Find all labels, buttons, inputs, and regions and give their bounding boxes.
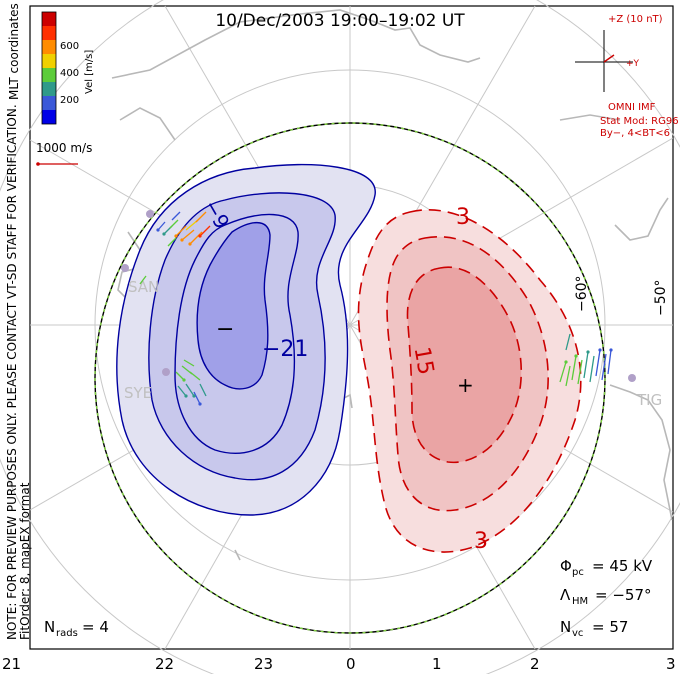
reference-vector-label: 1000 m/s <box>36 141 92 155</box>
radar-label-tig: TIG <box>636 391 662 409</box>
svg-text:vc: vc <box>572 628 583 639</box>
coordinate-system-label: MLT coordinates <box>7 3 21 100</box>
contour-label-pos-15: 15 <box>409 345 438 377</box>
radar-count: N rads = 4 <box>44 618 109 639</box>
vector-cluster-tig <box>559 333 613 387</box>
radar-site-dot <box>162 368 170 376</box>
mlt-tick-23: 23 <box>254 655 273 673</box>
latitude-label-60: −60° <box>574 275 590 312</box>
reference-vector-origin <box>36 162 40 166</box>
velocity-vectors <box>139 211 613 406</box>
vector-cluster-san <box>139 211 211 285</box>
svg-text:pc: pc <box>572 567 584 578</box>
svg-text:N: N <box>560 618 571 636</box>
potential-min-marker: − <box>216 317 234 342</box>
coastlines <box>111 9 673 561</box>
radar-site-dot <box>146 210 154 218</box>
radar-site-dot <box>628 374 636 382</box>
latitude-label-50: −50° <box>653 279 669 316</box>
svg-text:Φ: Φ <box>560 557 572 575</box>
imf-y-axis-label: +Y <box>626 59 640 69</box>
stat-model-bin-label: By−, 4<BT<6 <box>600 128 670 139</box>
stat-model-label: Stat Mod: RG96 <box>600 116 679 127</box>
colorbar-tick-200: 200 <box>60 95 79 106</box>
contour-labels: −9 −21 3 15 3 <box>199 195 488 554</box>
svg-text:Λ: Λ <box>560 586 571 604</box>
map-title: 10/Dec/2003 19:00–19:02 UT <box>215 11 465 31</box>
colorbar-label: Vel [m/s] <box>84 50 95 94</box>
radar-label-san: SAN <box>128 278 159 296</box>
imf-source-label: OMNI IMF <box>608 102 656 113</box>
contour-label-neg-21: −21 <box>262 337 308 362</box>
radar-sites: SAN SYE TIG <box>121 210 662 409</box>
preview-disclaimer: NOTE: FOR PREVIEW PURPOSES ONLY. PLEASE … <box>5 104 19 640</box>
vector-count: N vc = 57 <box>560 618 628 639</box>
negative-convection-cell <box>116 163 376 516</box>
cross-polar-cap-potential: Φ pc = 45 kV <box>560 557 653 578</box>
radar-label-sye: SYE <box>124 384 152 402</box>
hmb-boundary-dash <box>94 122 606 634</box>
fit-order-note: FitOrder: 8, mapEX format <box>18 482 32 640</box>
plot-frame <box>29 5 674 650</box>
svg-text:HM: HM <box>572 596 588 607</box>
imf-clock-dial: +Z (10 nT) +Y OMNI IMF Stat Mod: RG96 By… <box>575 14 679 139</box>
colorbar-tick-600: 600 <box>60 41 79 52</box>
positive-convection-cell <box>357 209 582 553</box>
mlt-tick-1: 1 <box>432 655 442 673</box>
svg-text:N: N <box>44 618 55 636</box>
svg-text:= 4: = 4 <box>82 618 109 636</box>
mlt-tick-3: 3 <box>666 655 676 673</box>
mlt-tick-21: 21 <box>2 655 21 673</box>
contour-label-pos-3-top: 3 <box>456 205 470 230</box>
mlt-tick-22: 22 <box>155 655 174 673</box>
svg-text:= 45 kV: = 45 kV <box>592 557 653 575</box>
svg-text:= 57: = 57 <box>592 618 628 636</box>
mlt-axis: 21 22 23 0 1 2 3 <box>2 655 676 673</box>
mlt-tick-2: 2 <box>530 655 540 673</box>
imf-scale-label: +Z (10 nT) <box>608 14 663 25</box>
vector-cluster-sye <box>175 359 207 406</box>
radar-site-dot <box>121 264 129 272</box>
map-statistics: Φ pc = 45 kV Λ HM = −57° N vc = 57 N rad… <box>44 557 653 639</box>
velocity-colorbar: 600 400 200 Vel [m/s] <box>41 11 95 125</box>
contour-label-pos-3-bottom: 3 <box>474 529 488 554</box>
mlt-tick-0: 0 <box>346 655 356 673</box>
hmb-latitude: Λ HM = −57° <box>560 586 652 607</box>
colorbar-tick-400: 400 <box>60 68 79 79</box>
svg-text:rads: rads <box>56 628 78 639</box>
potential-max-marker: + <box>457 373 474 397</box>
svg-text:= −57°: = −57° <box>595 586 652 604</box>
